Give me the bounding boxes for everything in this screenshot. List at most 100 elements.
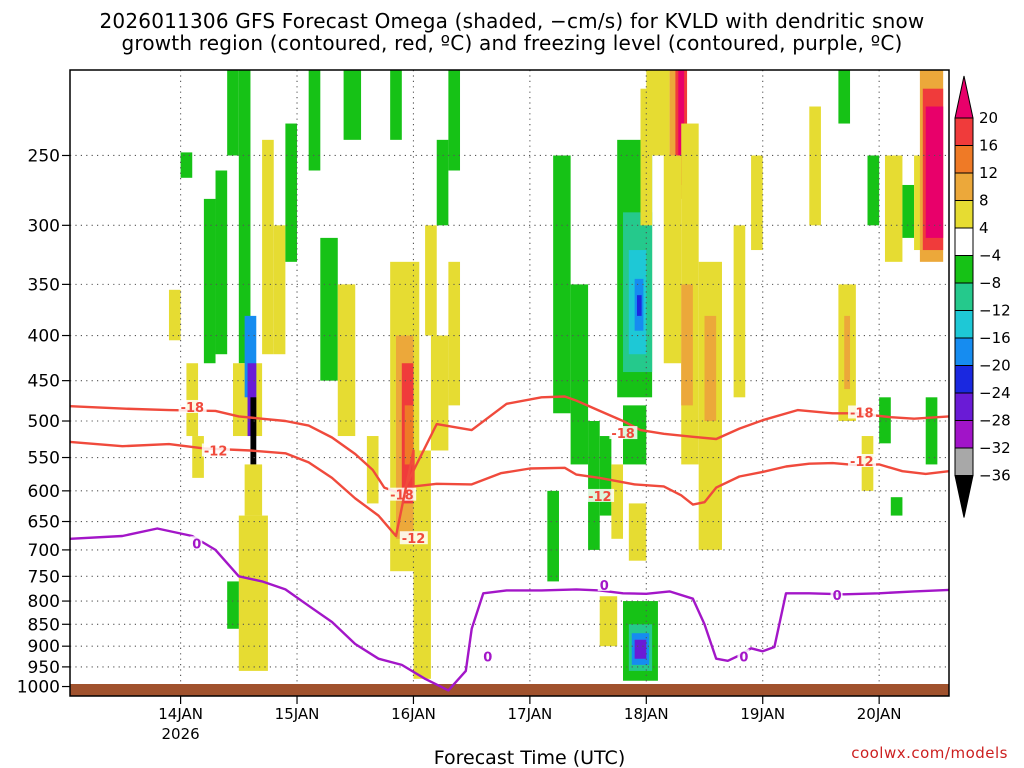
y-tick-label: 500 [28, 412, 60, 432]
y-tick-label: 900 [28, 637, 60, 657]
x-tick-label: 15JAN [275, 705, 320, 723]
colorbar-label: 12 [979, 164, 998, 182]
x-tick-label: 19JAN [740, 705, 785, 723]
omega-cell [879, 397, 891, 444]
omega-cell [751, 155, 763, 251]
contours: -18 -18 -18 -18 -12 -12 -12 -12 0 0 0 0 0 [70, 395, 949, 692]
contour-label: 0 [833, 589, 842, 604]
omega-cell [308, 70, 321, 171]
plot-frame [69, 69, 950, 697]
omega-cell [599, 596, 618, 647]
omega-cell [636, 295, 642, 316]
contour-label-bg [178, 399, 207, 413]
omega-cell [867, 155, 880, 226]
y-tick-label: 300 [28, 216, 60, 236]
contour-label-bg [388, 487, 417, 501]
omega-cell [390, 70, 402, 140]
contour-label-bg [190, 536, 203, 550]
contour-label: -18 [850, 406, 874, 421]
colorbar-swatch [954, 282, 974, 311]
colorbar-label: −4 [979, 247, 1001, 265]
contour-label: 0 [739, 650, 748, 665]
contour-line [70, 527, 949, 692]
x-tick-label: 20JAN [857, 705, 902, 723]
colorbar-swatch [954, 310, 974, 339]
x-tick-label: 14JAN [158, 705, 203, 723]
omega-cell [599, 436, 612, 516]
colorbar-top-arrow [954, 75, 974, 119]
x-tick-sublabel: 2026 [162, 725, 200, 743]
omega-cell [238, 515, 268, 671]
colorbar-swatch [954, 447, 974, 476]
contour-line [70, 440, 949, 538]
contour-label-bg [586, 488, 615, 502]
contour-label-bg [399, 531, 428, 545]
y-tick-label: 450 [28, 372, 60, 392]
y-tick-label: 400 [28, 327, 60, 347]
contour-label: 0 [600, 579, 609, 594]
contour-label: -12 [850, 455, 874, 470]
omega-cell [227, 581, 239, 629]
colorbar-swatch [954, 200, 974, 229]
omega-cell [203, 198, 216, 364]
chart-title-line-2: growth region (contoured, red, ºC) and f… [121, 31, 903, 55]
colorbar-label: −8 [979, 274, 1001, 292]
omega-cell [838, 70, 851, 124]
omega-cell [634, 639, 647, 659]
omega-cell [404, 405, 414, 465]
omega-cell [611, 464, 624, 539]
ground-terrain [70, 684, 949, 696]
omega-cell [448, 261, 461, 406]
y-tick-label: 250 [28, 146, 60, 166]
colorbar-bottom-arrow [954, 475, 974, 518]
contour-label-bg [848, 405, 877, 419]
omega-cell [413, 450, 431, 679]
colorbar-label: −32 [979, 439, 1011, 457]
y-tick-label: 950 [28, 658, 60, 678]
omega-cell [186, 363, 199, 437]
omega-cell [320, 237, 338, 381]
y-tick-label: 350 [28, 275, 60, 295]
omega-cell [215, 170, 228, 355]
omega-cell [588, 421, 600, 550]
colorbar-label: −36 [979, 467, 1011, 485]
omega-cell [285, 123, 298, 262]
x-tick-label: 18JAN [624, 705, 669, 723]
y-tick-label: 1000 [17, 678, 60, 698]
x-axis-title: Forecast Time (UTC) [434, 747, 625, 768]
contour-label-bg [481, 649, 494, 663]
omega-cell [436, 139, 449, 226]
omega-cell [890, 497, 903, 516]
omega-cell [570, 284, 589, 465]
omega-cell [343, 70, 362, 140]
omega-cell [192, 436, 204, 478]
y-tick-label: 850 [28, 615, 60, 635]
omega-cell [244, 315, 257, 398]
omega-cell [425, 225, 437, 336]
colorbar-label: −24 [979, 384, 1011, 402]
omega-cell [628, 503, 647, 561]
omega-cell [227, 70, 239, 156]
contour-label-bg [597, 577, 610, 591]
x-axis: 14JAN 2026 15JAN 16JAN 17JAN 18JAN 19JAN 20JAN [158, 696, 902, 743]
omega-cell [884, 155, 903, 262]
omega-cell [238, 70, 251, 364]
colorbar-label: −16 [979, 329, 1011, 347]
y-tick-label: 550 [28, 449, 60, 469]
colorbar-swatch [954, 255, 974, 284]
omega-cell [273, 225, 286, 355]
omega-cell [448, 70, 461, 171]
colorbar-swatch [954, 172, 974, 201]
x-tick-label: 17JAN [508, 705, 553, 723]
omega-cell [681, 284, 693, 406]
colorbar-label: 16 [979, 137, 998, 155]
omega-cell [704, 315, 717, 422]
omega-cell [733, 225, 746, 398]
y-tick-label: 650 [28, 513, 60, 533]
y-tick-label: 750 [28, 567, 60, 587]
contour-label: 0 [192, 537, 201, 552]
omega-cell [902, 184, 915, 238]
colorbar-swatch [954, 420, 974, 449]
chart-title-line-1: 2026011306 GFS Forecast Omega (shaded, −… [99, 9, 925, 33]
